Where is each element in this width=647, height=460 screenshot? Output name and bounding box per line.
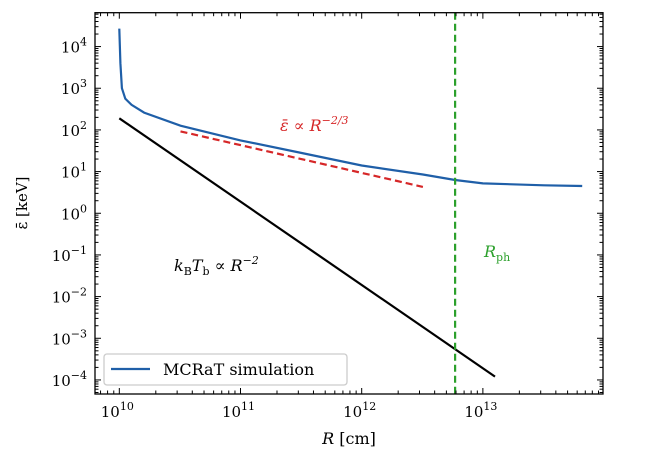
x-axis-label: R [cm] [321, 429, 376, 448]
y-tick-label: 103 [61, 77, 87, 98]
annotation-black: kBTb ∝ R−2 [174, 254, 259, 278]
x-tick-label: 1012 [343, 400, 376, 421]
y-tick-label: 10−4 [52, 369, 87, 390]
y-tick-label: 101 [61, 161, 87, 182]
legend-label: MCRaT simulation [163, 360, 314, 379]
x-tick-label: 1011 [222, 400, 255, 421]
plot-frame [94, 12, 604, 395]
annotation-red: ε̄ ∝ R−2/3 [280, 114, 349, 135]
annotation-green: Rph [483, 242, 510, 264]
y-tick-label: 100 [61, 202, 87, 223]
y-tick-label: 104 [61, 36, 87, 57]
series-line-1 [118, 117, 496, 378]
legend: MCRaT simulation [103, 353, 348, 386]
y-tick-label: 10−2 [52, 286, 87, 307]
y-tick-label: 10−3 [52, 327, 87, 348]
series-line-0 [118, 28, 583, 188]
series-line-2 [180, 130, 424, 188]
y-tick-label: 10−1 [52, 244, 87, 265]
x-tick-label: 1010 [101, 400, 134, 421]
y-axis-label: ε̄ [keV] [13, 176, 31, 229]
y-tick-label: 102 [61, 119, 87, 140]
x-tick-label: 1013 [464, 400, 497, 421]
